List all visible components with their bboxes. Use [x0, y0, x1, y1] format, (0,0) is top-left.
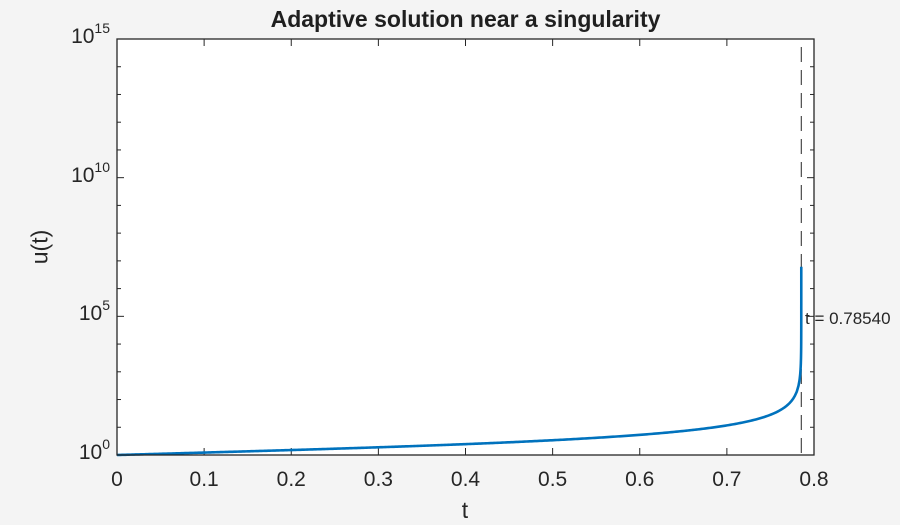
x-tick-label: 0.7: [712, 468, 742, 491]
y-tick-label: 105: [78, 297, 110, 326]
y-axis-label: u(t): [26, 229, 53, 265]
x-tick-label: 0.5: [538, 468, 568, 491]
x-tick-label: 0.6: [625, 468, 655, 491]
x-tick-label: 0.1: [189, 468, 219, 491]
x-tick-label: 0.2: [276, 468, 306, 491]
y-tick-label: 1010: [71, 158, 110, 187]
x-axis-label: t: [461, 497, 469, 523]
x-tick-label: 0.4: [450, 468, 481, 491]
x-tick-label: 0.8: [799, 468, 829, 491]
x-tick-label: 0: [111, 468, 123, 491]
y-tick-label: 100: [78, 436, 110, 464]
axes-background: [117, 39, 814, 455]
axes-box: [116, 38, 815, 456]
x-tick-label: 0.3: [363, 468, 393, 491]
y-tick-label: 1015: [71, 20, 110, 48]
singularity-annotation: t = 0.78540: [805, 309, 891, 328]
solution-curve: [116, 266, 803, 457]
chart-title: Adaptive solution near a singularity: [270, 6, 661, 32]
